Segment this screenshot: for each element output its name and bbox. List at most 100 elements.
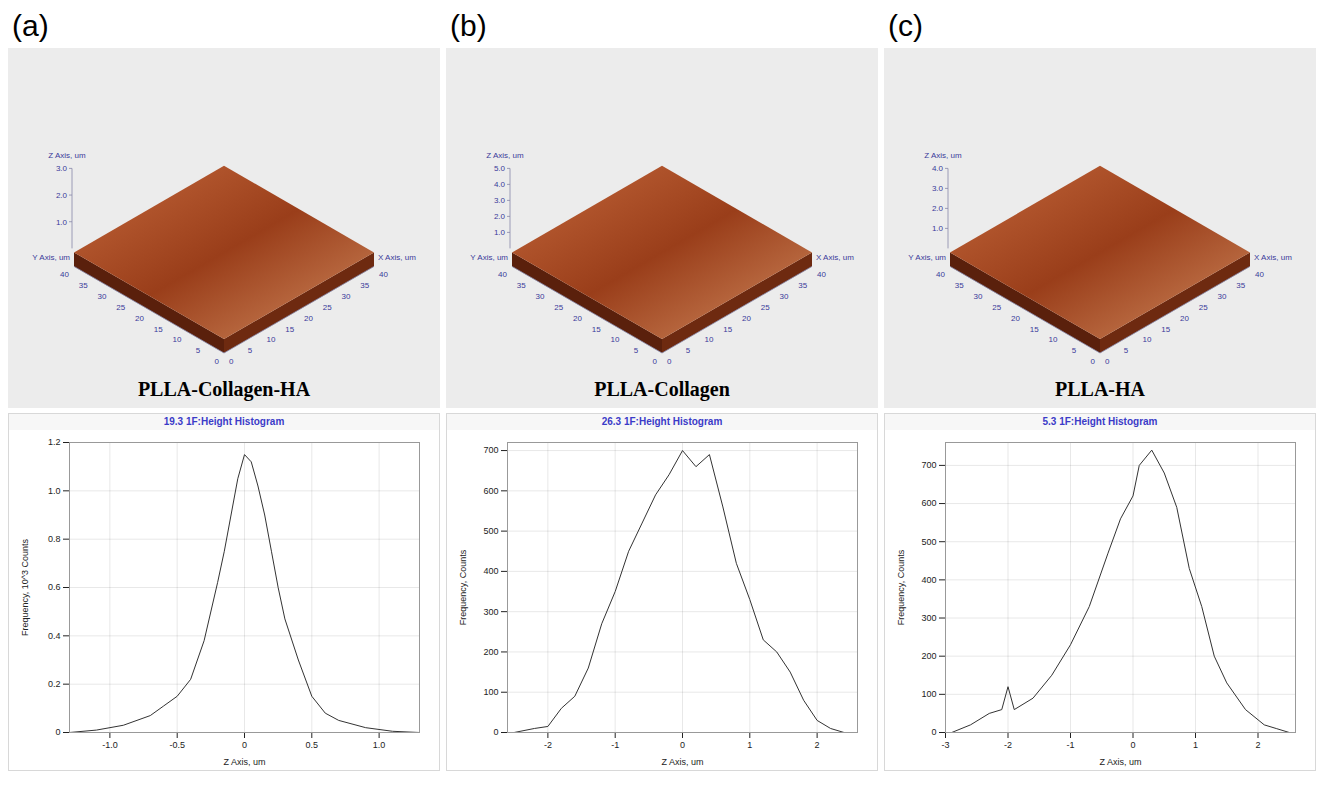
svg-text:30: 30: [536, 292, 545, 301]
svg-text:Z Axis, um: Z Axis, um: [48, 151, 86, 160]
svg-text:10: 10: [267, 335, 276, 344]
svg-text:30: 30: [98, 292, 107, 301]
svg-text:300: 300: [921, 613, 936, 623]
svg-text:PLLA-HA: PLLA-HA: [1055, 378, 1146, 400]
svg-text:20: 20: [742, 314, 751, 323]
svg-text:30: 30: [1218, 292, 1227, 301]
svg-text:2: 2: [1255, 740, 1260, 750]
svg-text:0.6: 0.6: [48, 582, 61, 592]
svg-text:40: 40: [817, 270, 826, 279]
svg-text:20: 20: [304, 314, 313, 323]
svg-text:20: 20: [135, 314, 144, 323]
svg-text:3.0: 3.0: [494, 196, 506, 205]
svg-text:Frequency, Counts: Frequency, Counts: [896, 549, 906, 625]
svg-text:15: 15: [154, 325, 163, 334]
svg-text:Z Axis, um: Z Axis, um: [1099, 757, 1141, 767]
svg-text:30: 30: [974, 292, 983, 301]
svg-text:200: 200: [483, 647, 498, 657]
svg-text:35: 35: [798, 281, 807, 290]
svg-text:20: 20: [1180, 314, 1189, 323]
svg-text:0: 0: [215, 357, 220, 366]
svg-text:25: 25: [116, 303, 125, 312]
svg-text:0: 0: [1105, 357, 1110, 366]
svg-text:1.0: 1.0: [373, 740, 386, 750]
svg-text:1.0: 1.0: [932, 224, 944, 233]
svg-text:0: 0: [1091, 357, 1096, 366]
svg-text:40: 40: [60, 270, 69, 279]
svg-text:35: 35: [1236, 281, 1245, 290]
svg-text:3.0: 3.0: [56, 164, 68, 173]
svg-text:0: 0: [242, 740, 247, 750]
svg-text:X Axis, um: X Axis, um: [1254, 253, 1292, 262]
svg-text:-3: -3: [941, 740, 949, 750]
svg-text:600: 600: [921, 498, 936, 508]
svg-text:-0.5: -0.5: [169, 740, 185, 750]
svg-text:40: 40: [936, 270, 945, 279]
svg-text:100: 100: [921, 689, 936, 699]
svg-text:2.0: 2.0: [494, 212, 506, 221]
svg-text:5: 5: [248, 346, 253, 355]
svg-text:0: 0: [229, 357, 234, 366]
svg-text:0: 0: [493, 727, 498, 737]
svg-text:3.0: 3.0: [932, 184, 944, 193]
svg-text:0: 0: [653, 357, 658, 366]
svg-text:PLLA-Collagen-HA: PLLA-Collagen-HA: [138, 378, 311, 401]
svg-text:500: 500: [921, 537, 936, 547]
svg-text:400: 400: [921, 575, 936, 585]
svg-text:-1.0: -1.0: [102, 740, 118, 750]
svg-text:1.2: 1.2: [48, 437, 61, 447]
svg-text:Z Axis, um: Z Axis, um: [924, 151, 962, 160]
svg-text:Frequency, 10^3 Counts: Frequency, 10^3 Counts: [20, 538, 30, 636]
svg-text:700: 700: [483, 445, 498, 455]
svg-text:0: 0: [55, 727, 60, 737]
svg-text:1.0: 1.0: [56, 218, 68, 227]
svg-text:Y Axis, um: Y Axis, um: [908, 253, 946, 262]
svg-text:5: 5: [1124, 346, 1129, 355]
svg-text:4.0: 4.0: [494, 180, 506, 189]
svg-text:0.2: 0.2: [48, 679, 61, 689]
svg-text:1.0: 1.0: [494, 228, 506, 237]
svg-text:10: 10: [705, 335, 714, 344]
svg-text:400: 400: [483, 566, 498, 576]
svg-text:10: 10: [1049, 335, 1058, 344]
svg-text:2.0: 2.0: [932, 204, 944, 213]
svg-text:1: 1: [1193, 740, 1198, 750]
svg-text:40: 40: [1255, 270, 1264, 279]
svg-text:35: 35: [517, 281, 526, 290]
svg-text:2: 2: [815, 740, 820, 750]
svg-text:20: 20: [1011, 314, 1020, 323]
svg-text:Z Axis, um: Z Axis, um: [223, 757, 265, 767]
svg-text:100: 100: [483, 687, 498, 697]
svg-text:0: 0: [931, 727, 936, 737]
svg-text:1: 1: [747, 740, 752, 750]
svg-text:40: 40: [379, 270, 388, 279]
svg-text:10: 10: [1143, 335, 1152, 344]
svg-text:30: 30: [342, 292, 351, 301]
svg-text:PLLA-Collagen: PLLA-Collagen: [594, 378, 730, 401]
svg-text:300: 300: [483, 607, 498, 617]
svg-text:25: 25: [323, 303, 332, 312]
svg-text:X Axis, um: X Axis, um: [816, 253, 854, 262]
svg-text:25: 25: [761, 303, 770, 312]
svg-text:Y Axis, um: Y Axis, um: [470, 253, 508, 262]
svg-text:0.4: 0.4: [48, 631, 61, 641]
svg-text:25: 25: [992, 303, 1001, 312]
svg-text:2.0: 2.0: [56, 191, 68, 200]
svg-text:200: 200: [921, 651, 936, 661]
svg-text:35: 35: [360, 281, 369, 290]
svg-text:5: 5: [634, 346, 639, 355]
svg-text:15: 15: [592, 325, 601, 334]
svg-text:5: 5: [196, 346, 201, 355]
svg-text:15: 15: [723, 325, 732, 334]
svg-text:Z Axis, um: Z Axis, um: [661, 757, 703, 767]
svg-text:15: 15: [1030, 325, 1039, 334]
svg-text:500: 500: [483, 526, 498, 536]
svg-text:5: 5: [1072, 346, 1077, 355]
svg-text:5.0: 5.0: [494, 164, 506, 173]
svg-text:5: 5: [686, 346, 691, 355]
svg-text:40: 40: [498, 270, 507, 279]
svg-text:Frequency, Counts: Frequency, Counts: [458, 549, 468, 625]
svg-text:0: 0: [667, 357, 672, 366]
svg-text:X Axis, um: X Axis, um: [378, 253, 416, 262]
svg-text:15: 15: [285, 325, 294, 334]
